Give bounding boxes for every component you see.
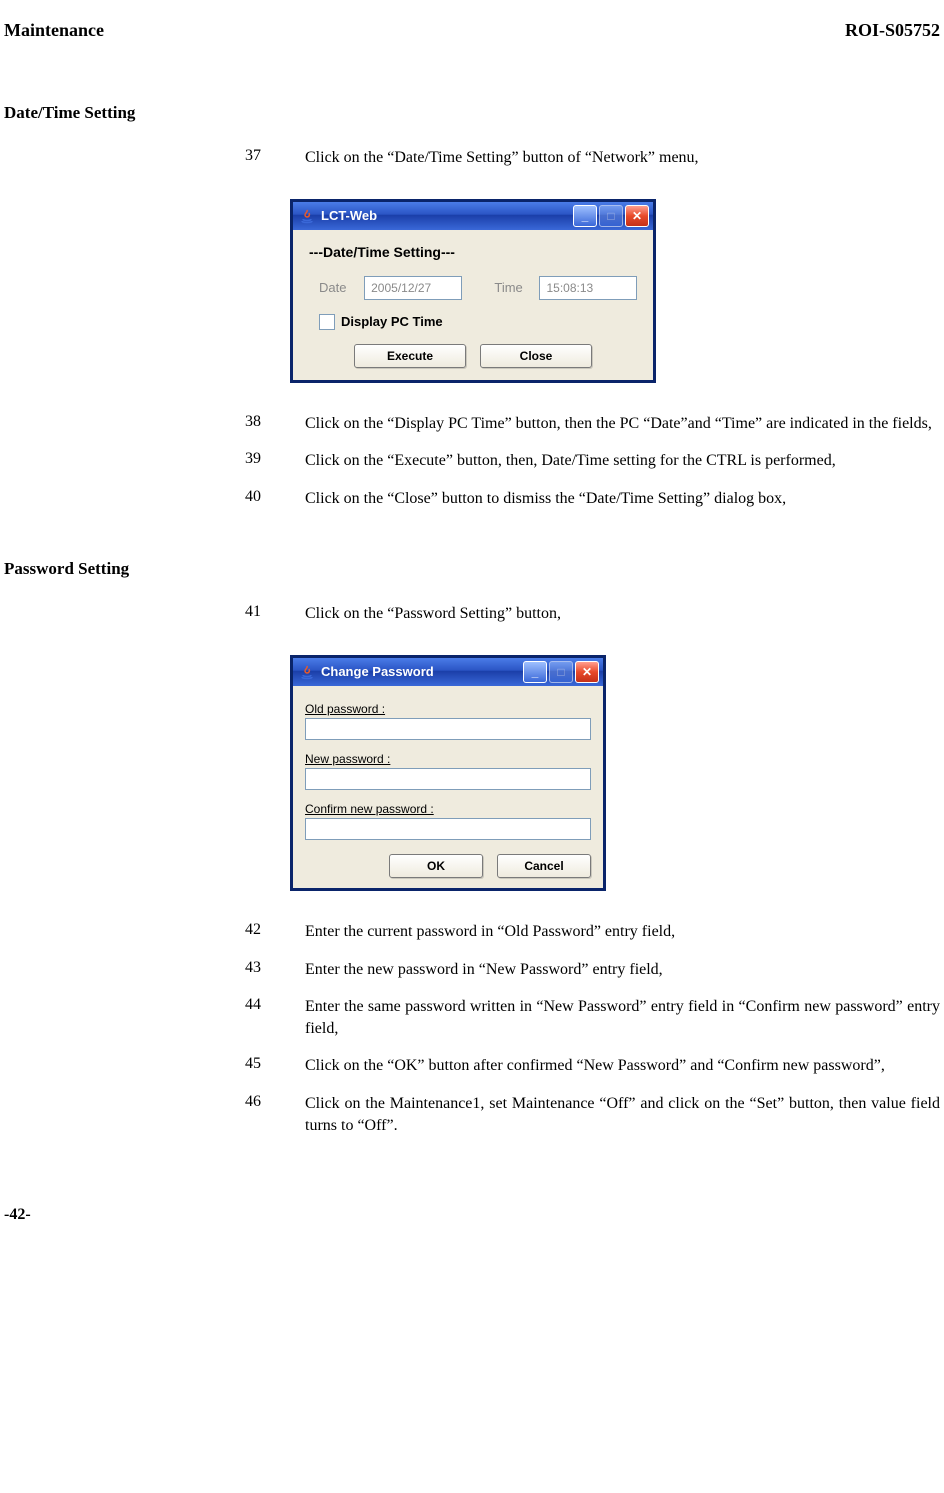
new-password-input[interactable] xyxy=(305,768,591,790)
display-pc-time-checkbox[interactable] xyxy=(319,314,335,330)
step-number: 37 xyxy=(245,147,305,169)
page-number: -42- xyxy=(0,1206,944,1224)
minimize-icon[interactable]: _ xyxy=(573,205,597,227)
cancel-button[interactable]: Cancel xyxy=(497,854,591,878)
step-number: 40 xyxy=(245,488,305,510)
step-text: Click on the “Password Setting” button, xyxy=(305,603,940,625)
close-icon[interactable]: ✕ xyxy=(625,205,649,227)
minimize-icon[interactable]: _ xyxy=(523,661,547,683)
header-left: Maintenance xyxy=(4,20,104,41)
time-label: Time xyxy=(494,280,531,295)
step-text: Click on the Maintenance1, set Maintenan… xyxy=(305,1093,940,1136)
step-text: Click on the “Date/Time Setting” button … xyxy=(305,147,940,169)
old-password-label: Old password : xyxy=(305,702,591,716)
step-number: 46 xyxy=(245,1093,305,1136)
section-heading-password: Password Setting xyxy=(0,559,944,579)
section-heading-datetime: Date/Time Setting xyxy=(0,103,944,123)
step-number: 38 xyxy=(245,413,305,435)
window-buttons: _ □ ✕ xyxy=(523,661,599,683)
display-pc-time-label: Display PC Time xyxy=(341,314,443,329)
old-password-input[interactable] xyxy=(305,718,591,740)
date-field[interactable]: 2005/12/27 xyxy=(364,276,462,300)
step-number: 42 xyxy=(245,921,305,943)
new-password-label: New password : xyxy=(305,752,591,766)
step-text: Click on the “Display PC Time” button, t… xyxy=(305,413,940,435)
step-text: Enter the same password written in “New … xyxy=(305,996,940,1039)
confirm-password-label: Confirm new password : xyxy=(305,802,591,816)
time-field[interactable]: 15:08:13 xyxy=(539,276,637,300)
java-icon xyxy=(299,208,315,224)
close-button[interactable]: Close xyxy=(480,344,592,368)
step-number: 43 xyxy=(245,959,305,981)
step-text: Enter the current password in “Old Passw… xyxy=(305,921,940,943)
java-icon xyxy=(299,664,315,680)
maximize-icon: □ xyxy=(549,661,573,683)
header-right: ROI-S05752 xyxy=(845,20,940,41)
titlebar: LCT-Web _ □ ✕ xyxy=(293,202,653,230)
ok-button[interactable]: OK xyxy=(389,854,483,878)
confirm-password-input[interactable] xyxy=(305,818,591,840)
step-number: 45 xyxy=(245,1055,305,1077)
dialog-title: Change Password xyxy=(321,664,434,679)
execute-button[interactable]: Execute xyxy=(354,344,466,368)
datetime-dialog: LCT-Web _ □ ✕ ---Date/Time Setting--- Da… xyxy=(290,199,656,383)
window-buttons: _ □ ✕ xyxy=(573,205,649,227)
step-text: Click on the “Close” button to dismiss t… xyxy=(305,488,940,510)
step-number: 41 xyxy=(245,603,305,625)
dialog-title: LCT-Web xyxy=(321,208,377,223)
date-label: Date xyxy=(319,280,356,295)
dialog-heading: ---Date/Time Setting--- xyxy=(309,244,637,260)
step-text: Enter the new password in “New Password”… xyxy=(305,959,940,981)
step-number: 39 xyxy=(245,450,305,472)
step-text: Click on the “OK” button after confirmed… xyxy=(305,1055,940,1077)
close-icon[interactable]: ✕ xyxy=(575,661,599,683)
step-number: 44 xyxy=(245,996,305,1039)
change-password-dialog: Change Password _ □ ✕ Old password : New… xyxy=(290,655,606,891)
maximize-icon: □ xyxy=(599,205,623,227)
step-text: Click on the “Execute” button, then, Dat… xyxy=(305,450,940,472)
titlebar: Change Password _ □ ✕ xyxy=(293,658,603,686)
